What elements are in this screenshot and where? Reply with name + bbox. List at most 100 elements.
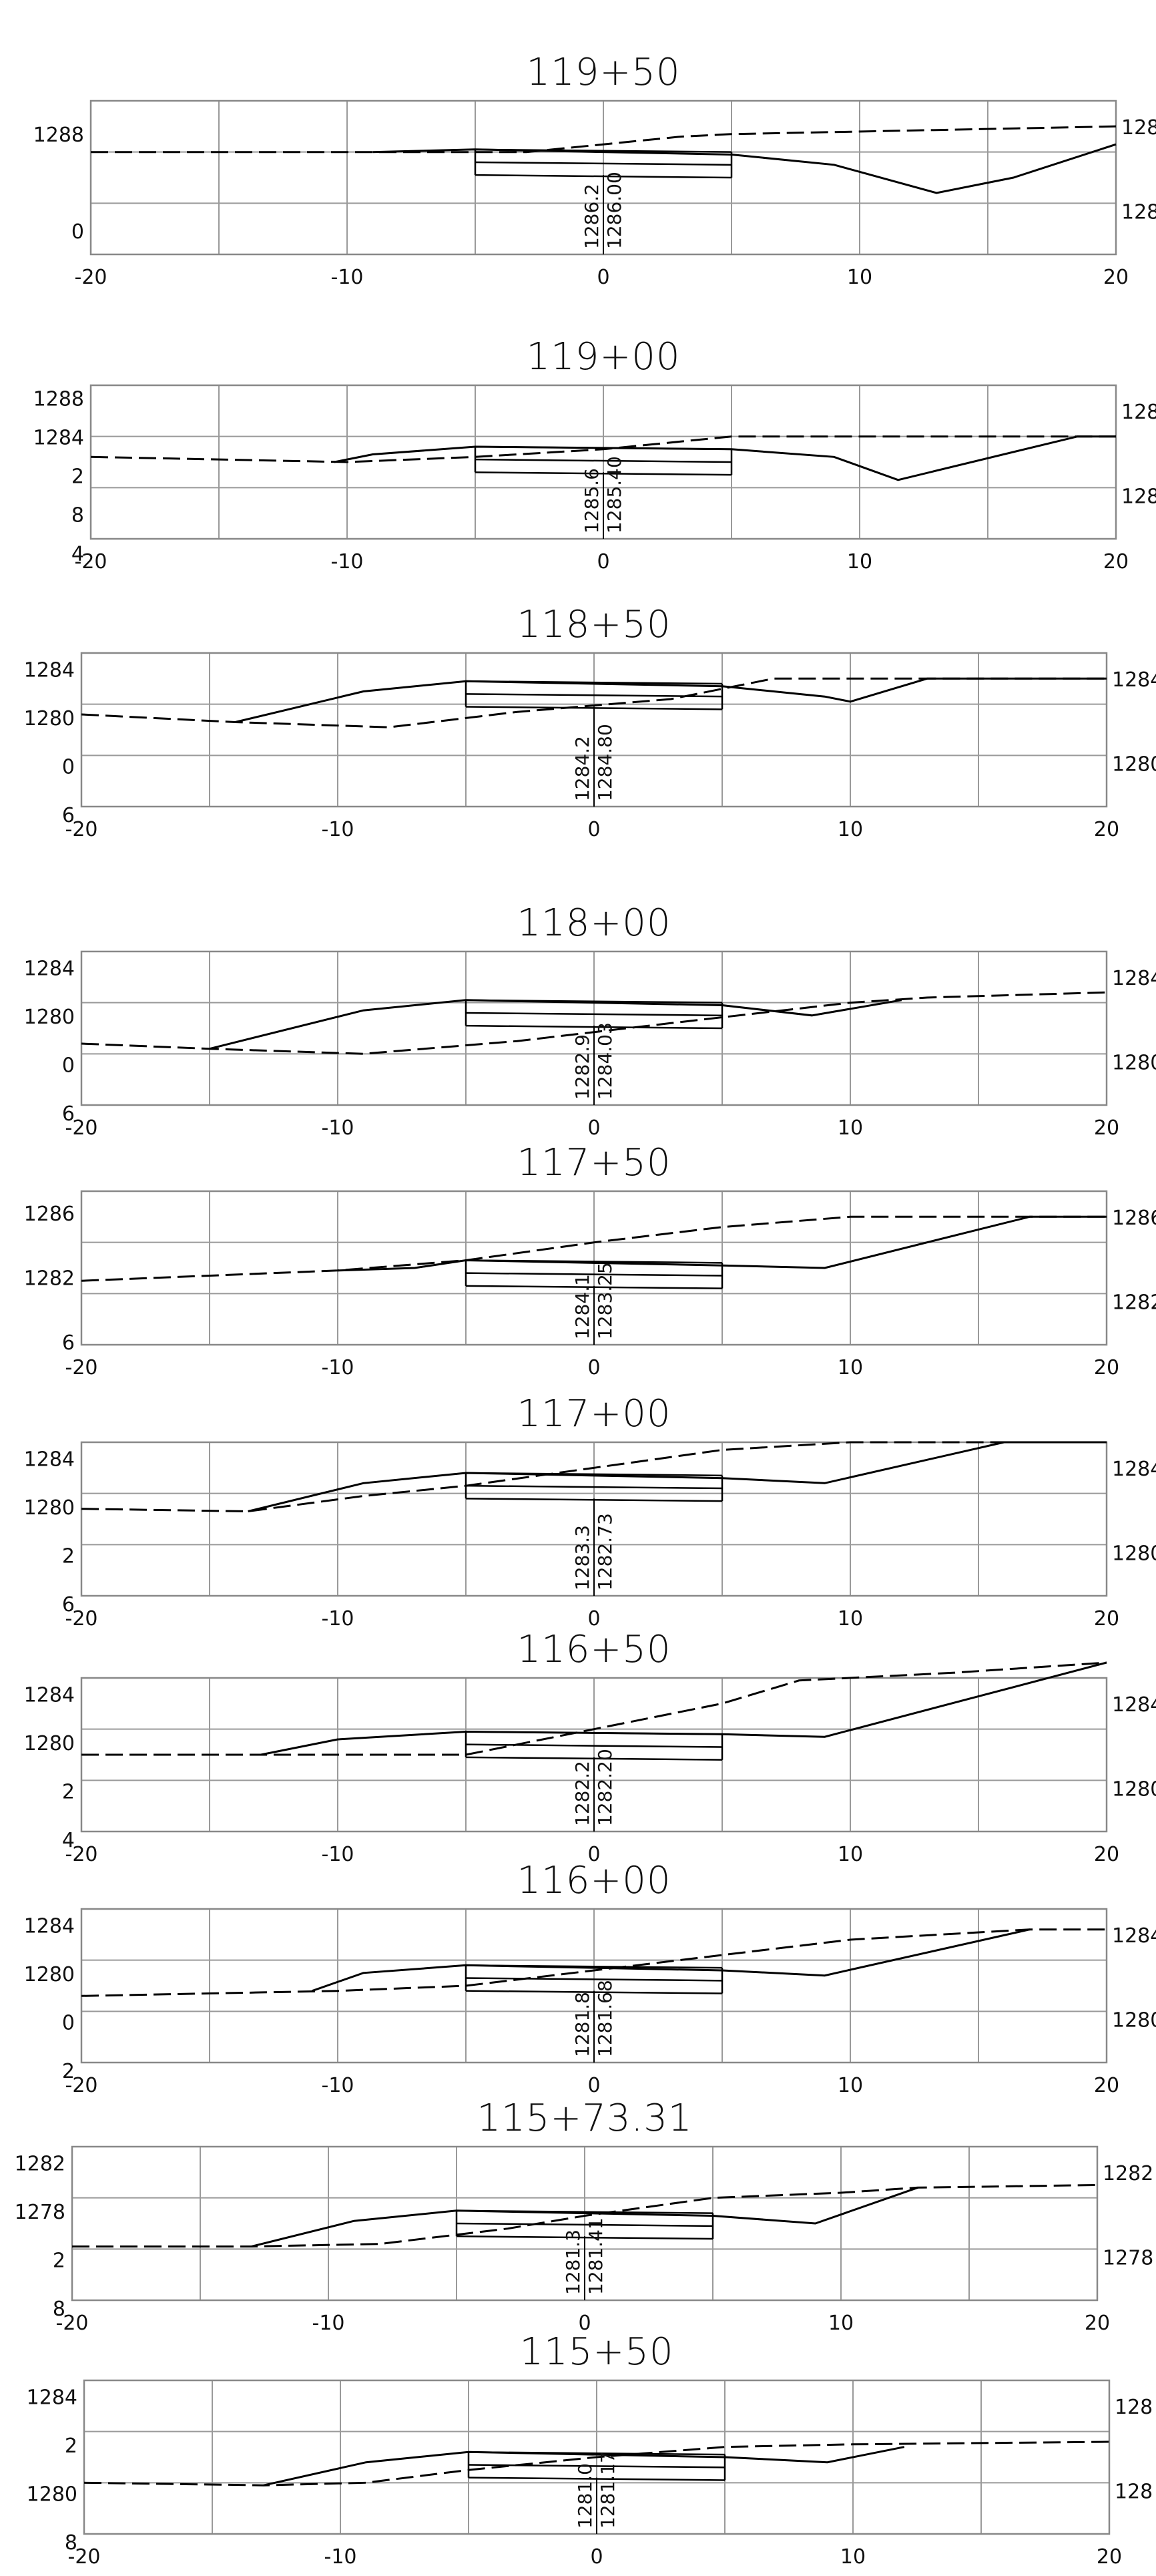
design-surface-line <box>334 435 1116 481</box>
y-tick-label-left: 0 <box>62 755 75 779</box>
x-tick-label: -10 <box>312 2312 345 2335</box>
x-tick-label: 0 <box>587 1356 600 1379</box>
existing-ground-line <box>81 1928 1107 1997</box>
cross-section-118-00: 118+00 -20 -10 0 10 20 1284 1280 0 6 1284 1280 1282.… <box>24 901 1156 1140</box>
design-elevation-label: 1282.2 <box>571 1761 593 1826</box>
y-tick-label-left: 2 <box>62 1780 75 1803</box>
pavement-layers <box>455 2209 714 2240</box>
x-tick-label: 10 <box>838 1356 863 1379</box>
station-title: 119+00 <box>526 335 680 379</box>
existing-ground-line <box>81 1441 1107 1513</box>
y-tick-label-left: 0 <box>71 220 84 244</box>
x-tick-label: -10 <box>322 1843 354 1866</box>
y-tick-label-right: 1284 <box>1112 1693 1156 1717</box>
x-tick-label: -10 <box>322 818 354 841</box>
design-elevation-label: 1285.6 <box>581 468 603 533</box>
x-tick-label: -20 <box>65 1356 98 1379</box>
y-tick-label-left: 2 <box>71 465 84 488</box>
y-tick-label-left: 1280 <box>24 1732 75 1755</box>
y-tick-label-left: 1280 <box>24 1963 75 1986</box>
x-tick-label: -10 <box>322 1356 354 1379</box>
y-tick-label-left: 0 <box>62 2011 75 2034</box>
station-title: 116+50 <box>517 1628 671 1671</box>
y-tick-label-left: 2 <box>65 2434 77 2458</box>
x-tick-label: 20 <box>1103 550 1129 574</box>
y-tick-label-right: 1280 <box>1112 753 1156 777</box>
x-tick-label: 0 <box>587 1607 600 1631</box>
design-surface-line <box>260 1661 1107 1756</box>
design-surface-line <box>372 143 1117 194</box>
design-elevation-label: 1286.2 <box>581 184 603 249</box>
y-tick-label-right: 1284 <box>1112 1924 1156 1948</box>
design-surface-line <box>312 1928 1031 1992</box>
design-elevation-label: 1281.3 <box>562 2229 584 2295</box>
ground-elevation-label: 1281.17 <box>597 2451 619 2529</box>
x-tick-label: -20 <box>68 2545 101 2569</box>
station-title: 118+50 <box>517 603 671 646</box>
x-tick-label: -10 <box>331 550 364 574</box>
x-tick-label: -10 <box>322 2074 354 2097</box>
y-tick-label-right: 128 <box>1121 201 1156 224</box>
station-title: 118+00 <box>517 901 671 945</box>
y-tick-label-left: 6 <box>62 1331 75 1355</box>
ground-elevation-label: 1285.40 <box>603 456 625 533</box>
design-surface-line <box>251 2186 918 2247</box>
design-elevation-label: 1281.8 <box>571 1992 593 2057</box>
x-tick-label: 10 <box>847 550 872 574</box>
y-tick-label-right: 1284 <box>1112 668 1156 692</box>
x-tick-label: -10 <box>331 266 364 289</box>
x-tick-label: 10 <box>847 266 872 289</box>
x-tick-label: 20 <box>1094 1607 1119 1631</box>
y-tick-label-left: 1288 <box>33 387 84 411</box>
cross-section-115-73-31: 115+73.31 -20 -10 0 10 20 1282 1278 2 8 1282 1278 12… <box>15 2097 1154 2335</box>
x-tick-label: 10 <box>838 818 863 841</box>
y-tick-label-left: 1280 <box>24 1006 75 1029</box>
y-tick-label-left: 1278 <box>15 2201 65 2224</box>
station-title: 115+73.31 <box>477 2097 692 2140</box>
y-tick-label-right: 1280 <box>1112 2009 1156 2032</box>
cross-section-117-50: 117+50 -20 -10 0 10 20 1286 1282 6 1286 1282 1284.1… <box>24 1141 1156 1379</box>
x-tick-label: 20 <box>1085 2312 1110 2335</box>
design-surface-line <box>263 2446 905 2487</box>
x-tick-label: -10 <box>324 2545 357 2569</box>
y-tick-label-right: 128 <box>1121 116 1156 140</box>
y-tick-label-left: 2 <box>62 1544 75 1568</box>
x-tick-label: 20 <box>1094 1356 1119 1379</box>
x-tick-label: -20 <box>65 818 98 841</box>
y-tick-label-left: 1284 <box>24 957 75 980</box>
y-tick-label-left: 1282 <box>15 2152 65 2175</box>
y-tick-label-left: 1288 <box>33 124 84 147</box>
y-tick-label-left: 2 <box>53 2249 65 2272</box>
x-tick-label: -20 <box>56 2312 89 2335</box>
ground-elevation-label: 1281.41 <box>585 2217 607 2295</box>
y-tick-label-right: 1282 <box>1112 1291 1156 1315</box>
x-tick-label: -20 <box>65 1607 98 1631</box>
ground-elevation-label: 1284.80 <box>594 724 616 801</box>
x-tick-label: 0 <box>597 550 609 574</box>
existing-ground-line <box>81 677 1107 728</box>
y-tick-label-left: 2 <box>62 2060 75 2083</box>
cross-section-119-00: 119+00 -20 -10 0 10 20 1288 1284 2 8 4 128 128 1285.6… <box>33 335 1156 574</box>
station-title: 119+50 <box>526 51 680 94</box>
ground-elevation-label: 1283.25 <box>594 1262 616 1339</box>
ground-elevation-label: 1282.73 <box>594 1513 616 1590</box>
y-tick-label-left: 1282 <box>24 1267 75 1291</box>
design-elevation-label: 1282.9 <box>571 1034 593 1100</box>
cross-section-116-50: 116+50 -20 -10 0 10 20 1284 1280 2 4 1284 1280 1282.… <box>24 1628 1156 1866</box>
y-tick-label-left: 0 <box>62 1054 75 1077</box>
y-tick-label-left: 1280 <box>24 1496 75 1520</box>
x-tick-label: 20 <box>1094 2074 1119 2097</box>
cross-section-116-00: 116+00 -20 -10 0 10 20 1284 1280 0 2 1284 1280 1281.… <box>24 1859 1156 2097</box>
y-tick-label-left: 1284 <box>24 1448 75 1471</box>
ground-elevation-label: 1282.20 <box>594 1749 616 1826</box>
x-tick-label: 0 <box>587 2074 600 2097</box>
existing-ground-line <box>72 2184 1098 2247</box>
y-tick-label-right: 1280 <box>1112 1542 1156 1566</box>
x-tick-label: -20 <box>65 1843 98 1866</box>
y-tick-label-left: 6 <box>62 1593 75 1617</box>
ground-elevation-label: 1286.00 <box>603 172 625 249</box>
x-tick-label: -10 <box>322 1116 354 1140</box>
ground-elevation-label: 1281.68 <box>594 1980 616 2057</box>
x-tick-label: -20 <box>75 266 107 289</box>
